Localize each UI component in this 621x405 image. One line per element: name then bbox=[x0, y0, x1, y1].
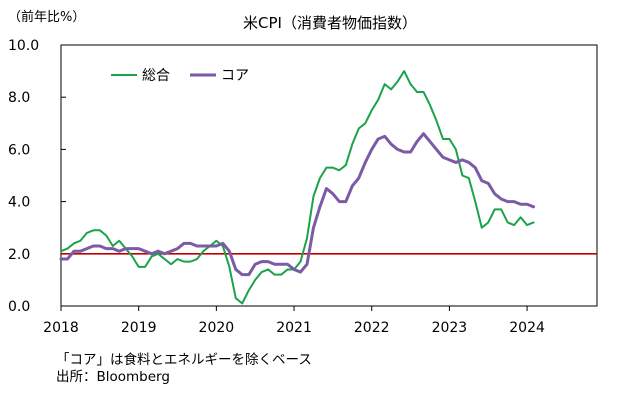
legend-label: コア bbox=[221, 68, 249, 84]
footnote-core-definition: 「コア」は食料とエネルギーを除くベース bbox=[56, 352, 312, 368]
x-tick-label: 2021 bbox=[276, 320, 312, 336]
legend: 総合 コア bbox=[111, 68, 249, 84]
series-line-headline bbox=[60, 70, 535, 305]
x-tick-label: 2019 bbox=[121, 320, 157, 336]
y-axis-ticks: 0.0 2.0 4.0 6.0 8.0 10.0 bbox=[8, 38, 66, 315]
plot-area-frame bbox=[60, 44, 598, 307]
chart-title: 米CPI（消費者物価指数） bbox=[243, 14, 417, 32]
y-tick-label: 8.0 bbox=[8, 90, 30, 106]
y-tick-label: 10.0 bbox=[8, 38, 39, 54]
x-axis-ticks: 2018 2019 2020 2021 2022 2023 2024 bbox=[43, 306, 545, 336]
x-tick-label: 2018 bbox=[43, 320, 79, 336]
x-tick-label: 2020 bbox=[199, 320, 235, 336]
series-layer bbox=[59, 70, 536, 305]
legend-label: 総合 bbox=[142, 68, 170, 84]
x-tick-label: 2024 bbox=[509, 320, 545, 336]
y-tick-label: 4.0 bbox=[8, 195, 30, 211]
y-axis-unit-label: （前年比%） bbox=[8, 9, 85, 25]
x-tick-label: 2022 bbox=[354, 320, 390, 336]
y-tick-label: 2.0 bbox=[8, 247, 30, 263]
series-line-core bbox=[59, 132, 536, 277]
footnote-source: 出所：Bloomberg bbox=[56, 369, 170, 385]
y-tick-label: 6.0 bbox=[8, 142, 30, 158]
y-tick-label: 0.0 bbox=[8, 299, 30, 315]
x-tick-label: 2023 bbox=[432, 320, 468, 336]
